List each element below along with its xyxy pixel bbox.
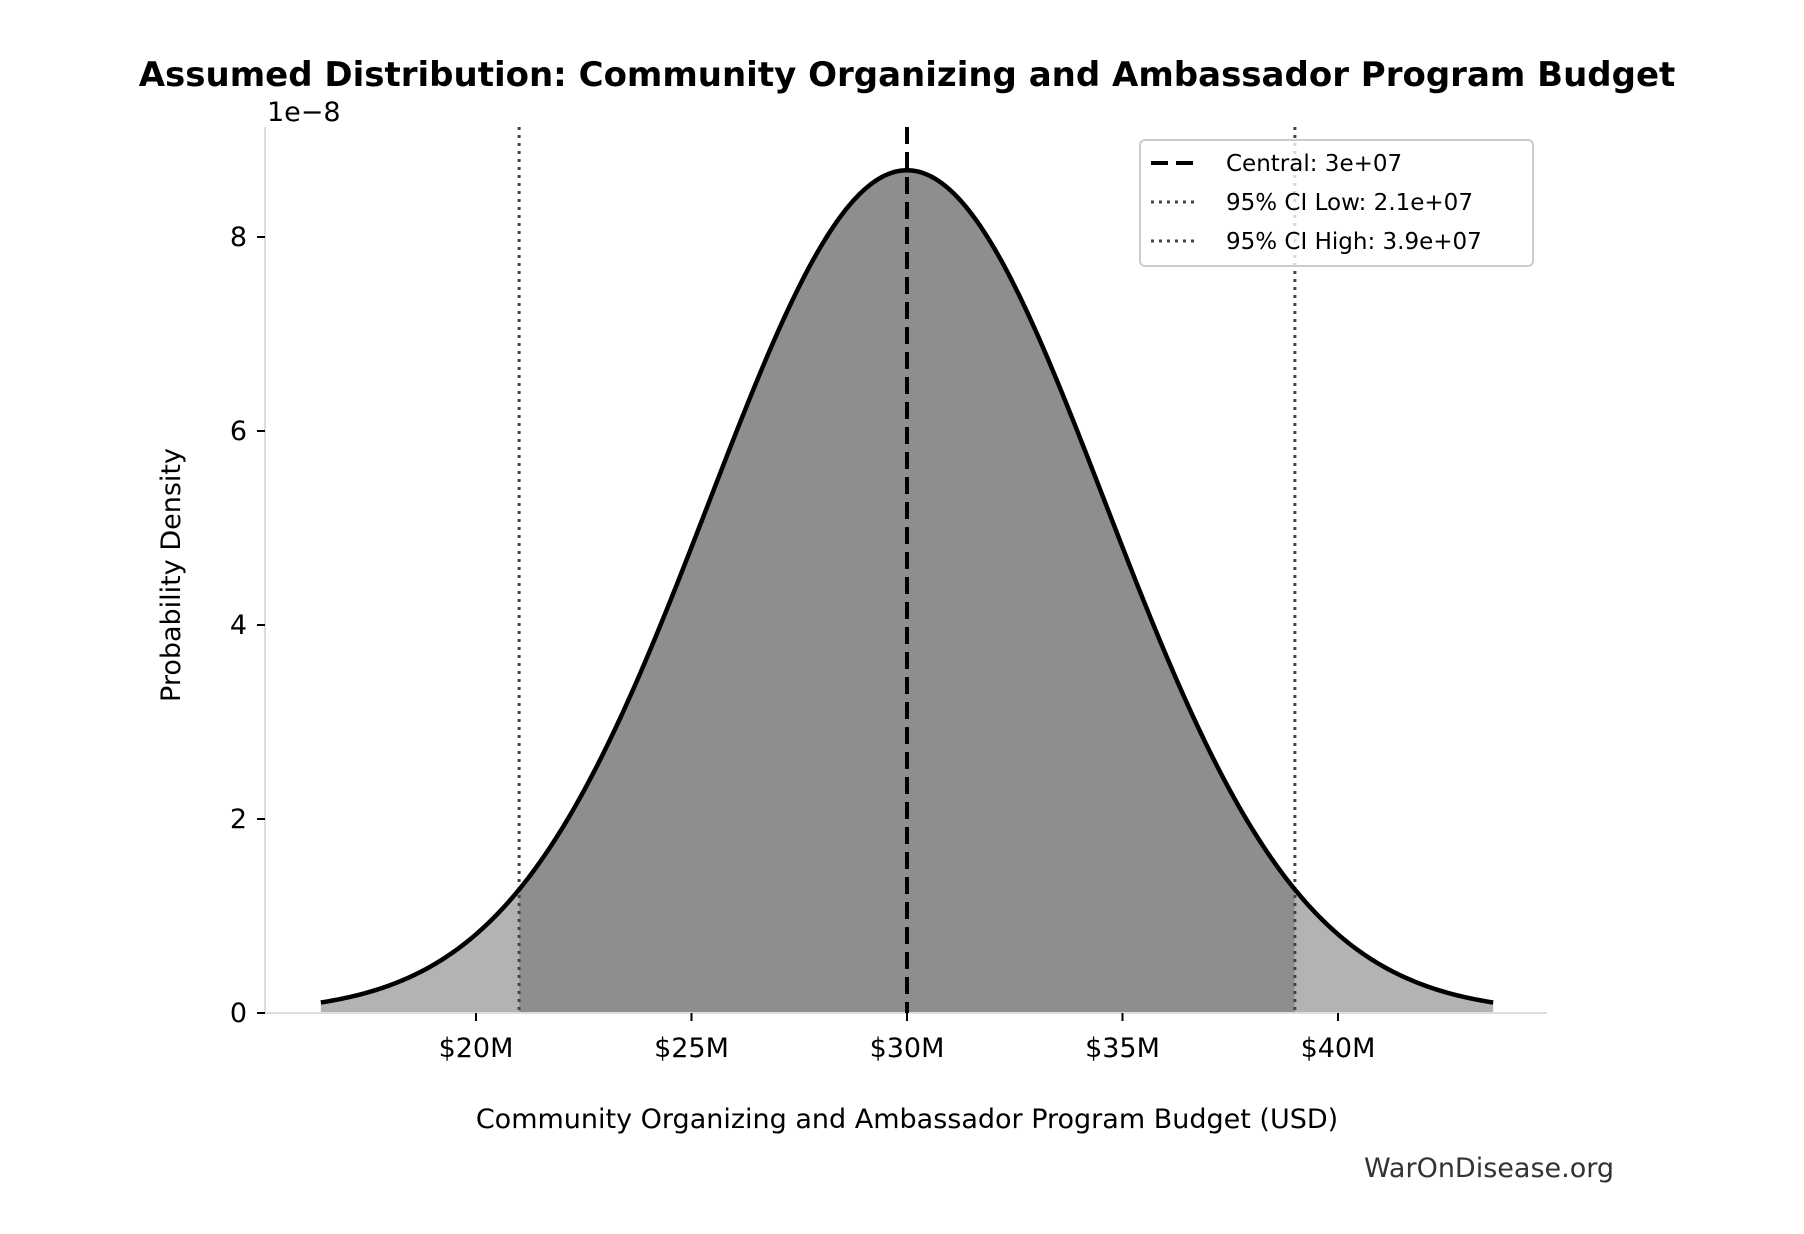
x-tick-label: $30M — [870, 1033, 945, 1064]
legend-label: 95% CI High: 3.9e+07 — [1226, 229, 1482, 255]
y-tick-label: 8 — [230, 222, 247, 253]
y-axis-label: Probability Density — [156, 448, 187, 702]
legend: Central: 3e+07 95% CI Low: 2.1e+07 95% CI … — [1139, 139, 1534, 267]
y-tick-label: 2 — [230, 804, 247, 835]
x-axis-label: Community Organizing and Ambassador Prog… — [476, 1104, 1338, 1135]
x-tick-label: $35M — [1085, 1033, 1160, 1064]
right-tail-area — [1294, 889, 1494, 1013]
chart-title: Assumed Distribution: Community Organizi… — [139, 55, 1676, 95]
x-tick-label: $20M — [439, 1033, 514, 1064]
x-tick-label: $25M — [654, 1033, 729, 1064]
y-offset-label: 1e−8 — [267, 97, 341, 128]
legend-label: 95% CI Low: 2.1e+07 — [1226, 190, 1473, 216]
density-curve — [320, 168, 1494, 1005]
legend-label: Central: 3e+07 — [1226, 151, 1402, 177]
legend-box — [1139, 139, 1534, 267]
y-tick-label: 6 — [230, 416, 247, 447]
y-tick-label: 4 — [230, 610, 247, 641]
watermark: WarOnDisease.org — [1364, 1153, 1614, 1184]
plot-area: $20M $25M $30M $35M $40M 0 2 4 6 8 — [230, 127, 1547, 1064]
y-tick-label: 0 — [230, 998, 247, 1029]
x-tick-label: $40M — [1301, 1033, 1376, 1064]
left-tail-area — [320, 889, 520, 1013]
